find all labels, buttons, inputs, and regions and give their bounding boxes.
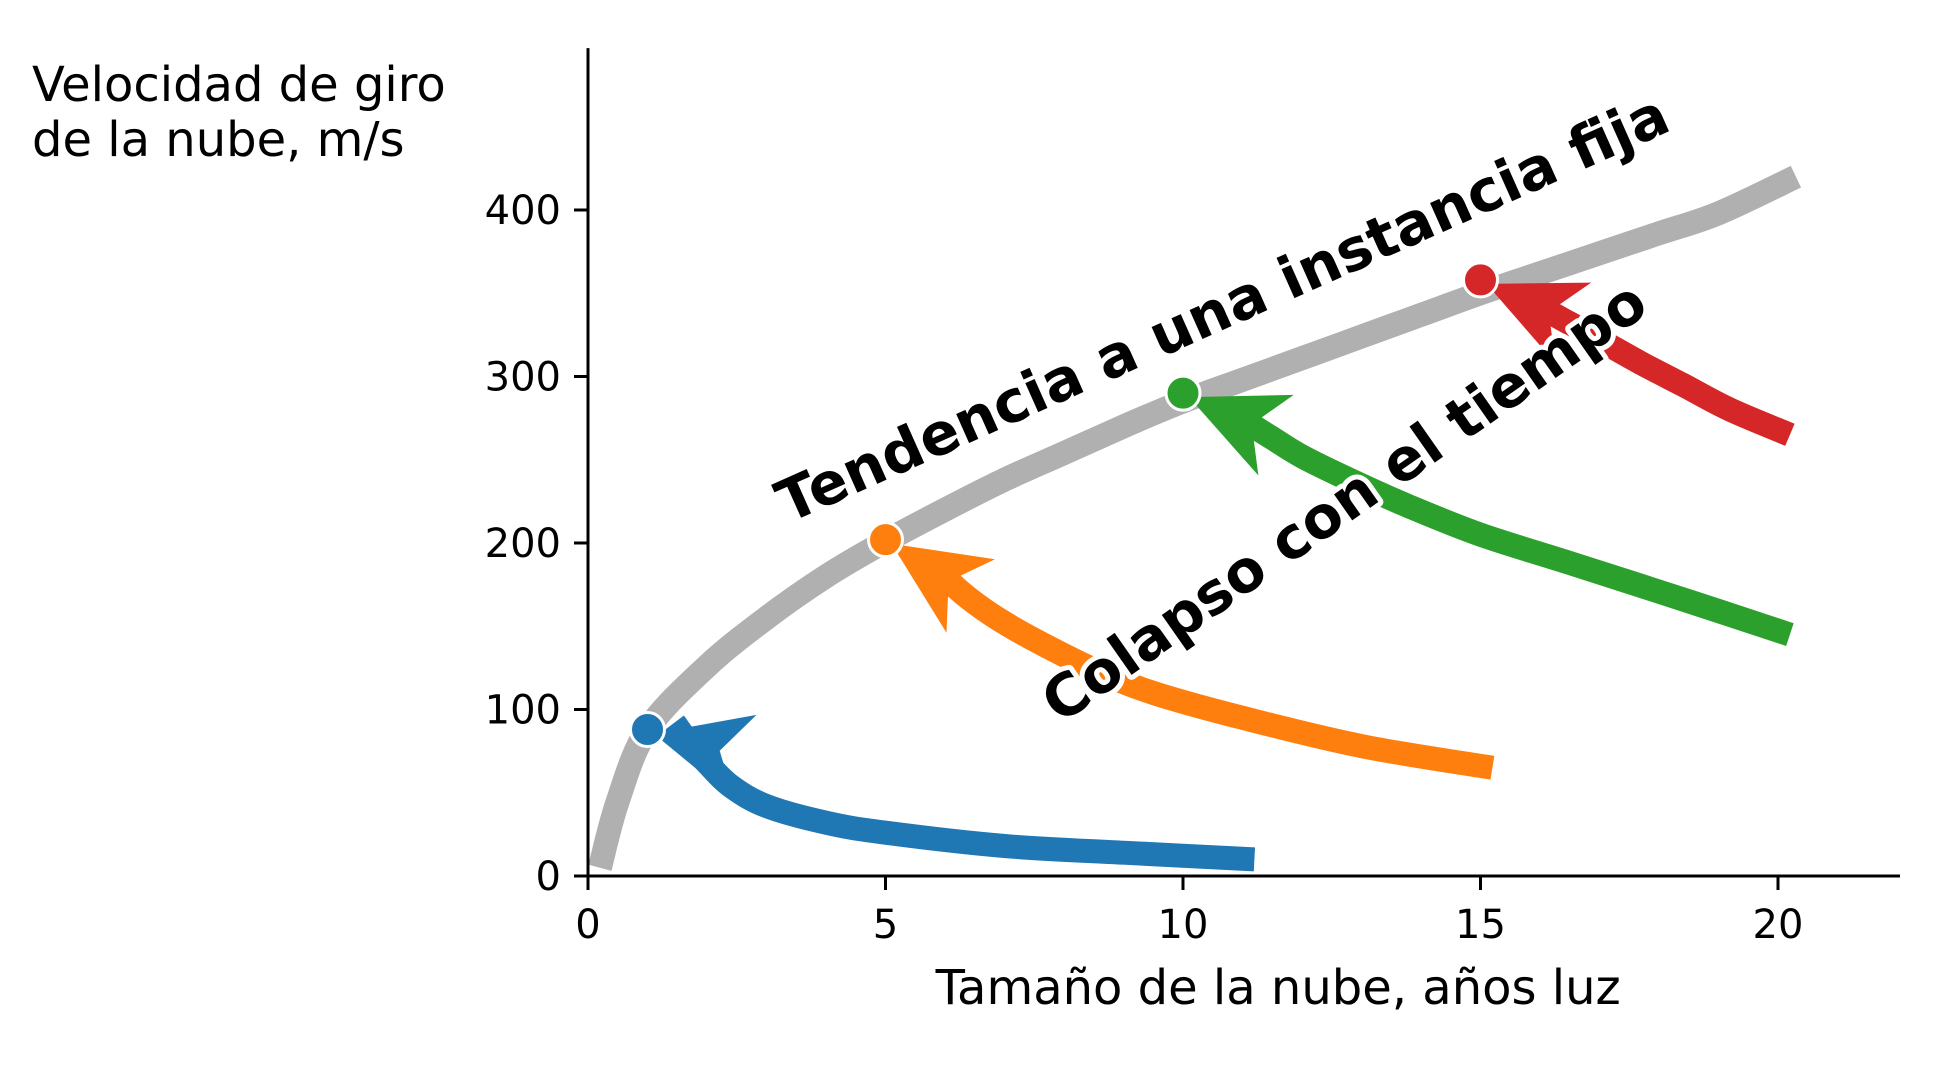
endpoint-marker-4 xyxy=(1462,261,1499,299)
y-axis-title-line-1: Velocidad de giro xyxy=(32,57,446,113)
y-tick-label: 200 xyxy=(485,521,561,567)
collapse-arrow-shaft-2 xyxy=(924,554,1495,780)
y-tick-label: 100 xyxy=(485,688,561,734)
endpoint-marker-3 xyxy=(1164,374,1202,412)
x-tick-label: 15 xyxy=(1455,902,1506,948)
x-tick-label: 10 xyxy=(1158,902,1209,948)
y-tick-label: 0 xyxy=(536,854,561,900)
y-tick-label: 300 xyxy=(485,355,561,401)
y-ticks: 0 100 200 300 400 xyxy=(485,188,588,900)
y-tick-label: 400 xyxy=(485,188,561,234)
collapse-arrow-head-1 xyxy=(653,714,757,801)
y-axis-title-line-2: de la nube, m/s xyxy=(32,112,405,168)
curves-layer xyxy=(588,165,1802,872)
collapse-arrow-shaft-3 xyxy=(1224,401,1794,646)
x-tick-label: 5 xyxy=(873,902,898,948)
endpoint-marker-1 xyxy=(629,710,666,748)
x-tick-label: 0 xyxy=(575,902,600,948)
axes: 0 5 10 15 20 0 100 200 300 400 Tamaño de la nube… xyxy=(32,48,1900,1016)
x-tick-label: 20 xyxy=(1753,902,1804,948)
x-ticks: 0 5 10 15 20 xyxy=(575,876,1803,948)
collapse-arrow-head-4 xyxy=(1486,282,1592,363)
x-axis-title: Tamaño de la nube, años luz xyxy=(935,960,1621,1016)
collapse-arrow-shaft-4 xyxy=(1527,291,1795,446)
collapse-arrow-head-2 xyxy=(891,543,995,633)
collapse-arrow-shaft-1 xyxy=(664,715,1256,872)
endpoint-marker-2 xyxy=(867,521,904,559)
trend-curve xyxy=(588,165,1802,871)
collapse-arrow-head-3 xyxy=(1189,394,1294,476)
